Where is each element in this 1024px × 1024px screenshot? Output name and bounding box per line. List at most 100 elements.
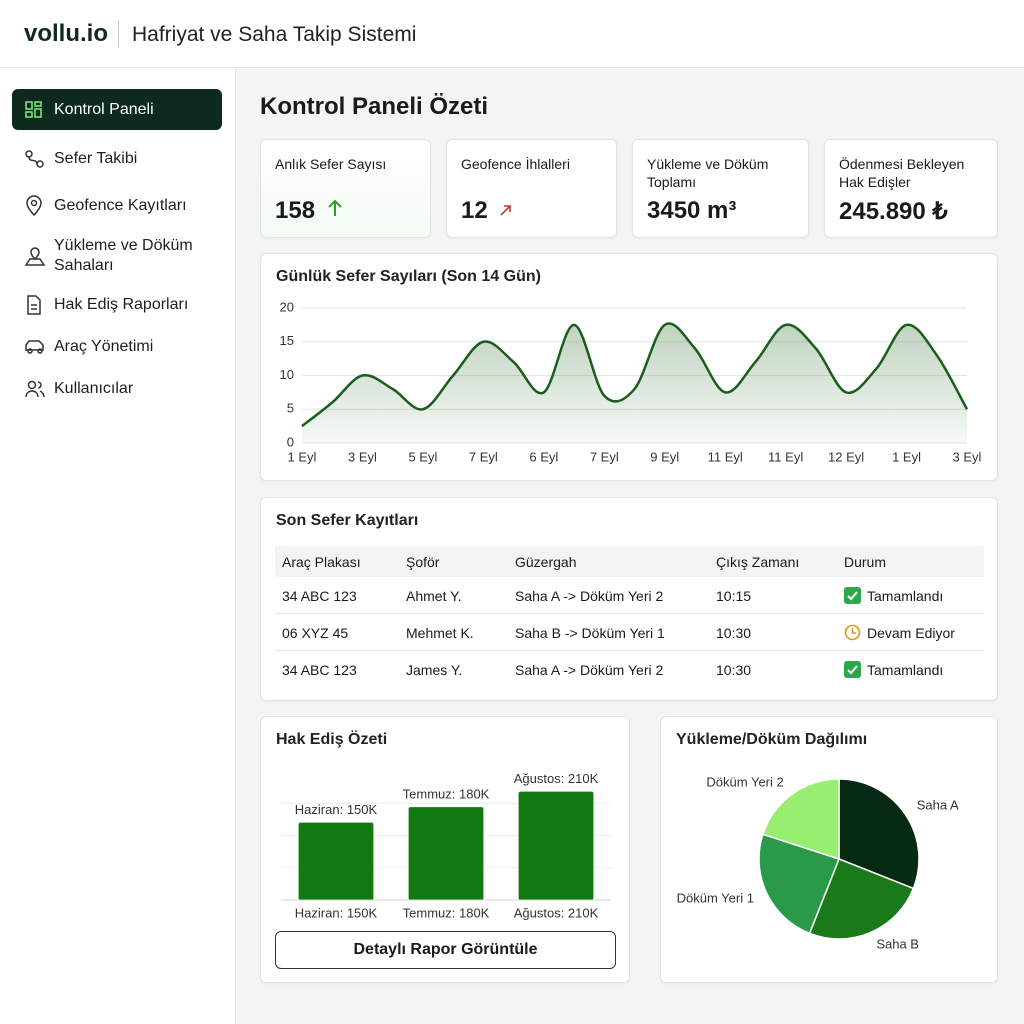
cell: Saha A -> Döküm Yeri 2 — [515, 588, 664, 604]
column-header: Güzergah — [515, 554, 577, 570]
x-tick-label: 9 Eyl — [650, 449, 679, 464]
line-chart: 0 5 10 15 20 1 Eyl 3 Eyl 5 Eyl 7 Eyl 6 Eyl 7 Eyl 9 … — [280, 299, 982, 464]
cell: Devam Ediyor — [867, 625, 955, 641]
cell: James Y. — [406, 662, 463, 678]
table-row: 34 ABC 123 James Y. Saha A -> Döküm Yeri… — [275, 651, 984, 688]
app-title: Hafriyat ve Saha Takip Sistemi — [132, 23, 417, 46]
nav-item[interactable]: Sefer Takibi — [12, 145, 222, 173]
data-label: Temmuz: 180K — [403, 787, 490, 802]
kpi-card: Yükleme ve Döküm Toplamı 3450 m³ — [632, 139, 809, 238]
table-title: Son Sefer Kayıtları — [276, 512, 419, 529]
kpi-label: Anlık Sefer Sayısı — [275, 156, 387, 172]
pie-slice — [761, 778, 840, 861]
icon — [24, 247, 46, 266]
kpi-value: 158 — [275, 197, 344, 225]
cell: Tamamlandı — [867, 588, 944, 604]
kpi-card: Ödenmesi Bekleyen Hak Edişler 245.890 ₺ — [824, 139, 998, 238]
y-tick-label: 0 — [287, 434, 294, 449]
header: vollu.io Hafriyat ve Saha Takip Sistemi — [0, 0, 1024, 68]
line — [301, 322, 969, 428]
y-tick-label: 15 — [280, 333, 294, 348]
kpi-label: Geofence İhlalleri — [461, 156, 570, 172]
column-header: Çıkış Zamanı — [716, 554, 800, 570]
x-tick-label: Temmuz: 180K — [403, 905, 490, 920]
divider — [118, 20, 119, 48]
cell: 06 XYZ 45 — [282, 625, 349, 641]
status-done-icon — [844, 661, 861, 678]
pie-label: Döküm Yeri 2 — [706, 774, 783, 789]
cell: Mehmet K. — [406, 625, 474, 641]
table-row: 06 XYZ 45 Mehmet K. Saha B -> Döküm Yeri… — [275, 614, 984, 651]
y-tick-label: 10 — [280, 367, 294, 382]
nav-label: Yükleme ve Döküm Sahaları — [54, 237, 193, 274]
x-tick-label: Ağustos: 210K — [514, 905, 599, 920]
x-tick-label: 1 Eyl — [892, 449, 921, 464]
chart-title: Günlük Sefer Sayıları (Son 14 Gün) — [276, 268, 541, 285]
nav-item[interactable]: Kontrol Paneli — [12, 89, 222, 130]
kpi-card: Geofence İhlalleri 12 — [446, 139, 617, 238]
column-header: Durum — [844, 554, 887, 570]
icon — [25, 100, 42, 118]
table-row: 34 ABC 123 Ahmet Y. Saha A -> Döküm Yeri… — [275, 577, 984, 614]
kpi-label: Yükleme ve Döküm Toplamı — [647, 156, 769, 190]
x-tick-label: 3 Eyl — [348, 449, 377, 464]
nav-label: Hak Ediş Raporları — [54, 296, 189, 313]
kpi-number: 12 — [461, 197, 488, 224]
bar — [408, 807, 484, 900]
x-tick-label: 1 Eyl — [288, 449, 317, 464]
cell: Saha B -> Döküm Yeri 1 — [515, 625, 665, 641]
icon — [25, 150, 44, 168]
x-tick-label: 6 Eyl — [529, 449, 558, 464]
trend-up — [328, 199, 342, 216]
column-header: Şoför — [406, 554, 440, 570]
chart-title: Hak Ediş Özeti — [276, 731, 388, 748]
cell: 10:30 — [716, 662, 752, 678]
cell: 10:15 — [716, 588, 752, 604]
pie-label: Döküm Yeri 1 — [677, 890, 754, 905]
nav-item[interactable]: Geofence Kayıtları — [12, 192, 222, 220]
bar — [298, 822, 374, 900]
data-label: Haziran: 150K — [295, 802, 378, 817]
cell: 34 ABC 123 — [282, 662, 357, 678]
x-tick-label: 12 Eyl — [828, 449, 864, 464]
nav-item[interactable]: Hak Ediş Raporları — [12, 291, 222, 319]
nav-item[interactable]: Kullanıcılar — [12, 375, 222, 403]
nav-label: Kontrol Paneli — [54, 100, 154, 118]
trend-alert — [500, 205, 512, 216]
sidebar — [0, 68, 236, 1024]
table-header: Araç Plakası Şoför Güzergah Çıkış Zamanı… — [275, 546, 984, 577]
bar-chart-card: Haziran: 150K Haziran: 150K Temmuz: 180K Te… — [260, 716, 630, 983]
cell: 34 ABC 123 — [282, 588, 357, 604]
cell: 10:30 — [716, 625, 752, 641]
pie-label: Saha A — [917, 798, 959, 813]
pie-slice — [838, 778, 920, 890]
line-area — [302, 323, 967, 443]
nav-label: Araç Yönetimi — [54, 338, 154, 355]
x-tick-label: 5 Eyl — [408, 449, 437, 464]
nav-label: Sefer Takibi — [54, 150, 138, 167]
cell: Saha A -> Döküm Yeri 2 — [515, 662, 664, 678]
table-card: Son Sefer Kayıtları Araç Plakası Şoför G… — [260, 497, 998, 701]
pie-slice — [808, 858, 915, 940]
kpi-label: Ödenmesi Bekleyen Hak Edişler — [839, 156, 965, 190]
kpi-value: 245.890 ₺ — [839, 198, 948, 225]
pie-chart-card: Saha A Saha B Döküm Yeri 1 Döküm Yeri 2 Yük… — [660, 716, 998, 983]
bar-chart: Haziran: 150K Haziran: 150K Temmuz: 180K Te… — [281, 771, 611, 920]
nav-item[interactable]: Araç Yönetimi — [12, 333, 222, 361]
kpi-number: 158 — [275, 197, 316, 224]
icon — [25, 340, 44, 354]
y-tick-label: 5 — [287, 401, 294, 416]
cell: Tamamlandı — [867, 662, 944, 678]
icon — [27, 295, 41, 315]
chart-title: Yükleme/Döküm Dağılımı — [676, 731, 868, 748]
data-label: Ağustos: 210K — [514, 771, 599, 786]
report-button[interactable]: Detaylı Rapor Görüntüle — [275, 931, 616, 969]
pie-slice — [758, 833, 840, 935]
nav-label: Geofence Kayıtları — [54, 197, 187, 214]
nav-item[interactable]: Yükleme ve Döküm Sahaları — [12, 236, 222, 276]
x-tick-label: 7 Eyl — [469, 449, 498, 464]
icon — [26, 195, 42, 217]
pie-label: Saha B — [876, 937, 919, 952]
x-tick-label: 11 Eyl — [708, 449, 743, 464]
y-tick-label: 20 — [280, 299, 294, 314]
